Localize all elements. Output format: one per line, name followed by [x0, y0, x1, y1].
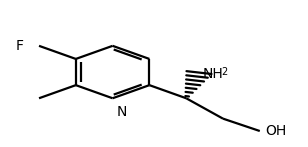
- Text: 2: 2: [221, 67, 227, 77]
- Text: OH: OH: [265, 124, 286, 138]
- Text: NH: NH: [203, 67, 224, 81]
- Text: F: F: [16, 39, 24, 53]
- Text: N: N: [117, 105, 127, 119]
